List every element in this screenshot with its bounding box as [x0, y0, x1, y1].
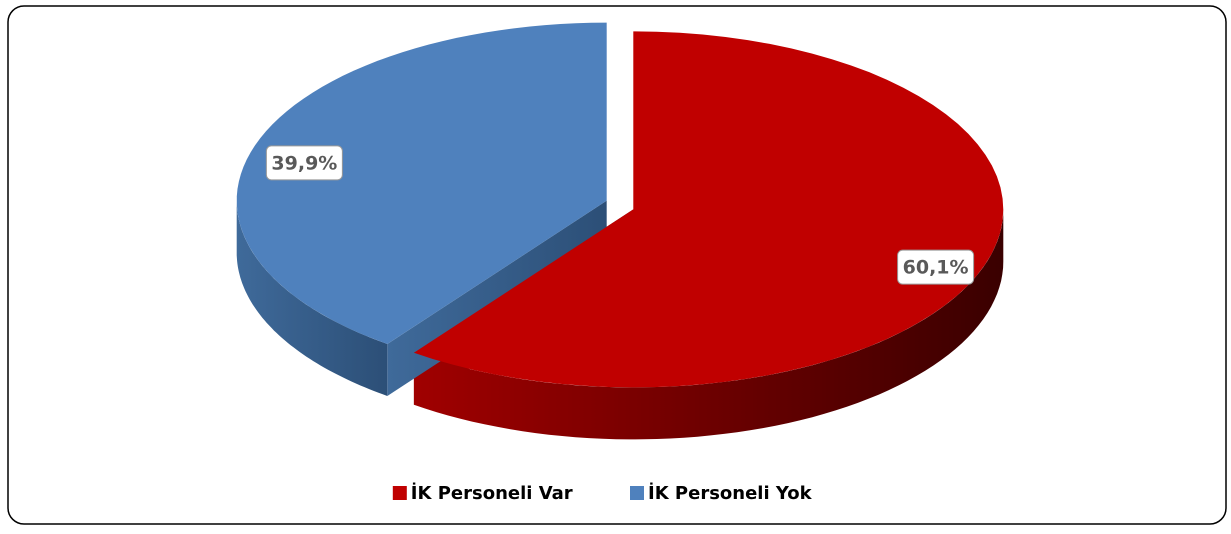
data-label: 39,9% [271, 152, 337, 174]
pie: 60,1% 39,9% [236, 22, 1004, 440]
legend-swatch [630, 486, 644, 500]
data-label: 60,1% [903, 257, 969, 279]
data-label-box [897, 249, 975, 285]
slice-side [413, 209, 1004, 440]
slice [413, 31, 1004, 388]
legend-label: İK Personeli Yok [648, 482, 813, 504]
legend-swatch [392, 486, 407, 500]
data-label-box [265, 145, 343, 181]
slice [236, 22, 607, 344]
slice-side [236, 200, 388, 396]
legend: İK Personeli Var İK Personeli Yok [392, 482, 813, 504]
legend-label: İK Personeli Var [411, 482, 573, 504]
